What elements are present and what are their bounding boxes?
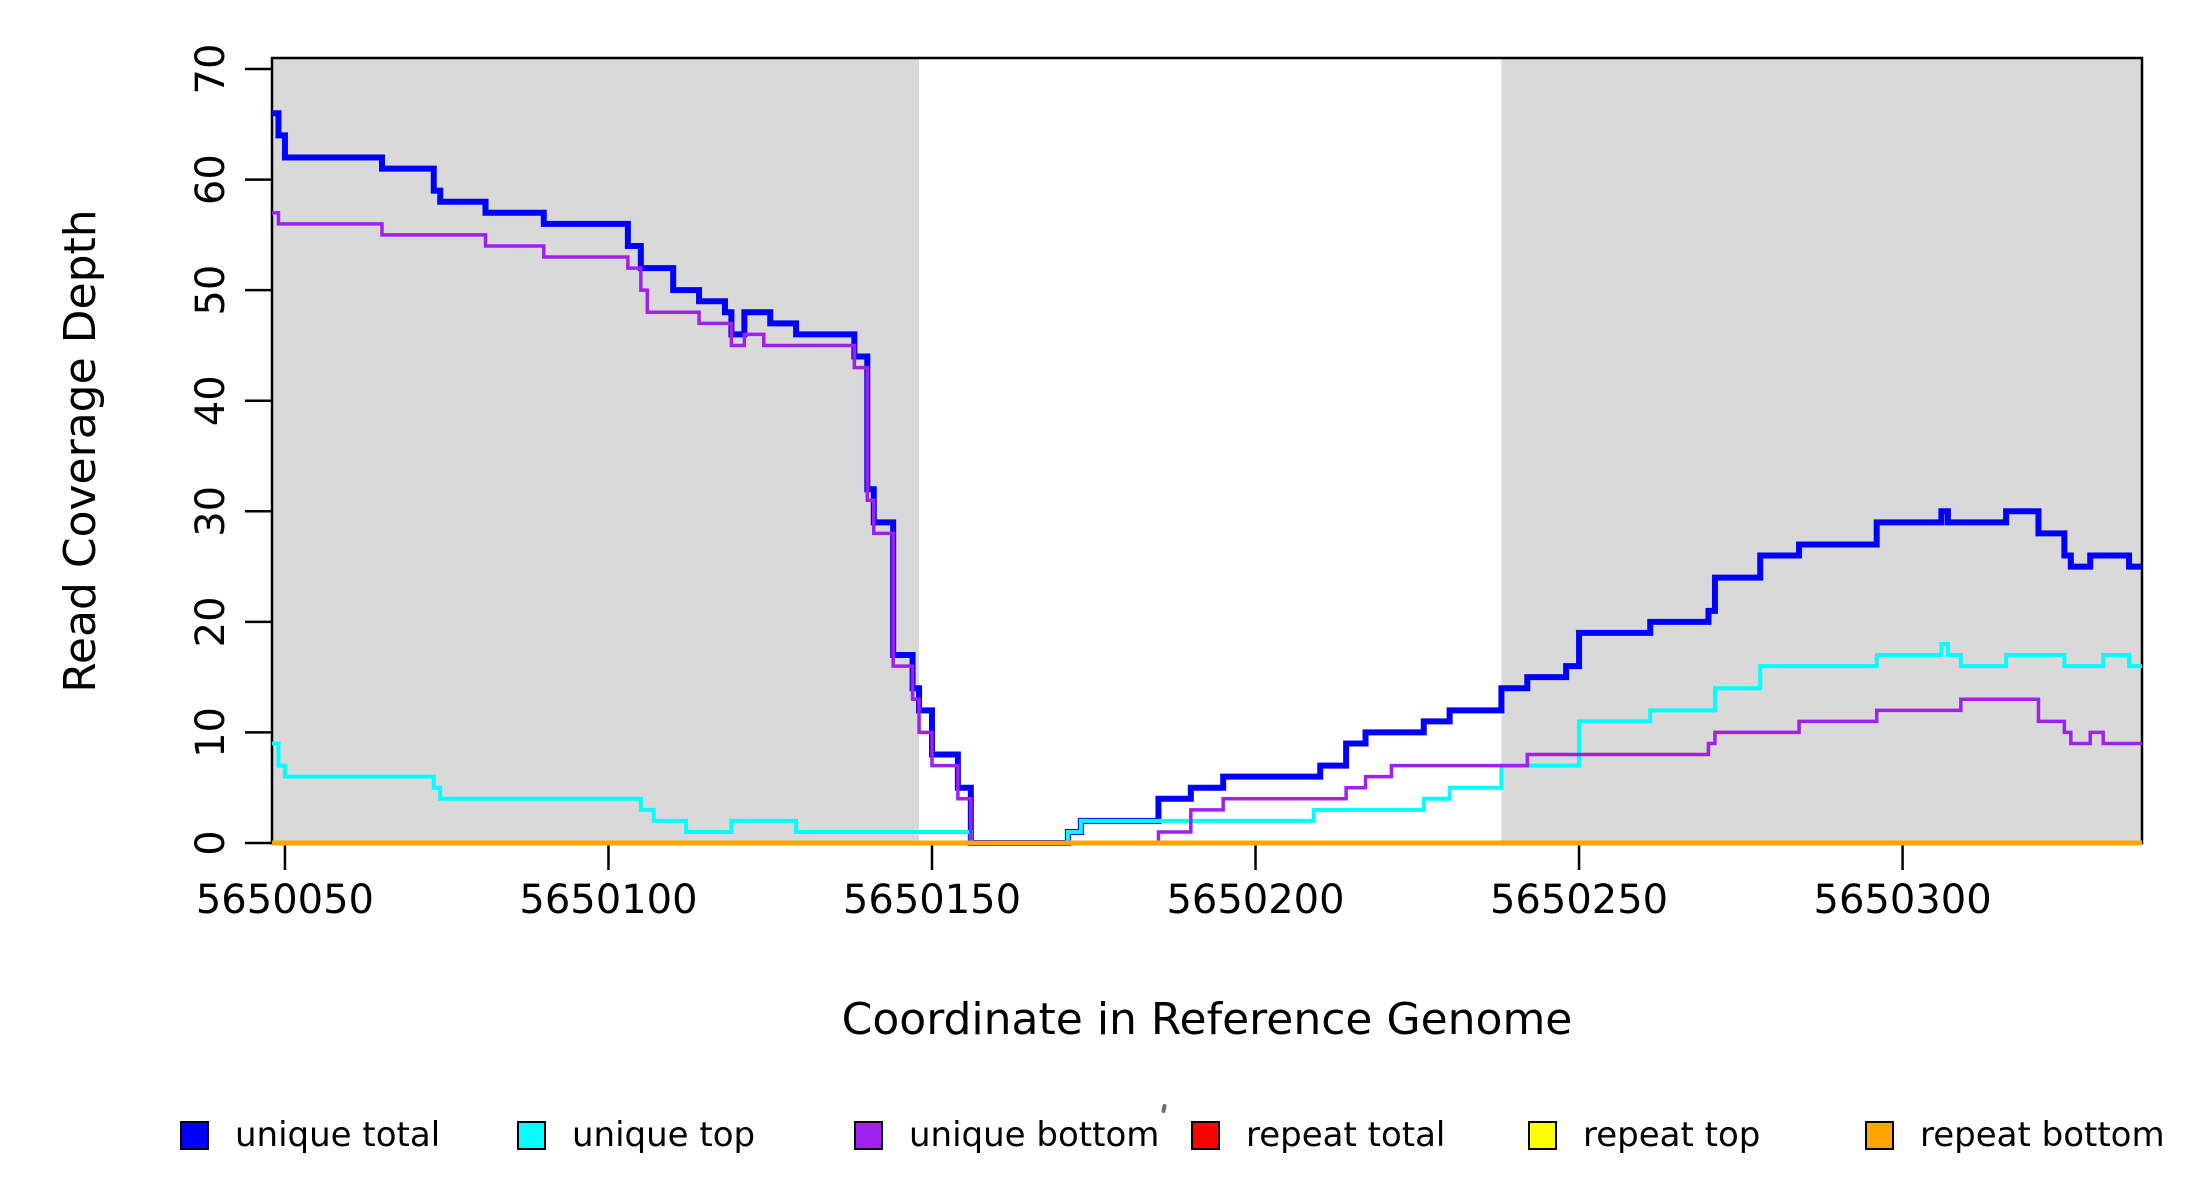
legend-label: unique total (235, 1115, 441, 1155)
shaded-region (1501, 58, 2142, 843)
x-tick-label: 5650300 (1814, 877, 1992, 923)
y-tick-label: 30 (188, 486, 234, 537)
series-unique-top (272, 641, 2142, 845)
repeat-bottom-swatch-icon (1865, 1120, 1894, 1150)
unique-top-swatch-icon (517, 1120, 546, 1150)
x-tick-label: 5650250 (1490, 877, 1668, 923)
y-tick-label: 60 (188, 154, 234, 205)
y-tick-label: 40 (188, 375, 234, 426)
legend-label: unique bottom (909, 1115, 1160, 1155)
x-tick-label: 5650200 (1166, 877, 1344, 923)
x-axis-title: Coordinate in Reference Genome (841, 994, 1573, 1045)
x-tick-label: 5650050 (196, 877, 374, 923)
y-tick-label: 20 (188, 596, 234, 647)
series-unique-bottom (272, 211, 2142, 845)
repeat-total-swatch-icon (1191, 1120, 1220, 1150)
unique-bottom-swatch-icon (854, 1120, 883, 1150)
legend-label: unique top (572, 1115, 756, 1155)
legend-label: repeat bottom (1920, 1115, 2165, 1155)
legend-label: repeat top (1583, 1115, 1761, 1155)
legend-item-repeat-bottom: repeat bottom (1865, 1115, 2165, 1155)
legend-item-repeat-top: repeat top (1528, 1115, 1760, 1155)
legend-item-unique-top: unique top (517, 1115, 755, 1155)
legend-item-unique-bottom: unique bottom (854, 1115, 1159, 1155)
legend-item-unique-total: unique total (180, 1115, 440, 1155)
shaded-region (272, 58, 920, 843)
unique-total-swatch-icon (180, 1120, 209, 1150)
legend-label: repeat total (1246, 1115, 1446, 1155)
y-tick-label: 10 (188, 707, 234, 758)
y-axis-title: Read Coverage Depth (55, 209, 106, 693)
x-tick-label: 5650100 (519, 877, 697, 923)
y-tick-label: 50 (188, 265, 234, 316)
x-tick-label: 5650150 (843, 877, 1021, 923)
y-tick-label: 70 (188, 44, 234, 95)
legend-item-repeat-total: repeat total (1191, 1115, 1445, 1155)
repeat-top-swatch-icon (1528, 1120, 1557, 1150)
y-tick-label: 0 (188, 830, 234, 855)
